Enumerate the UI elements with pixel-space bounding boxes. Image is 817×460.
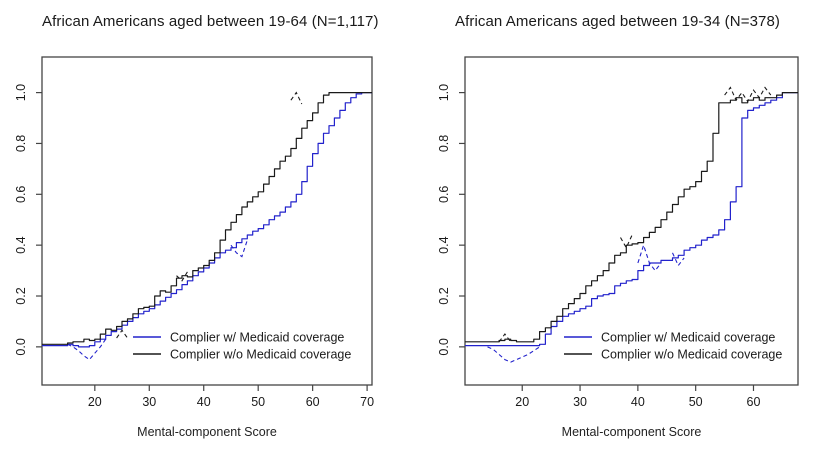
series-dashed-segment-1	[176, 271, 188, 282]
y-tick-label: 0.2	[14, 287, 28, 304]
plot-border	[464, 56, 799, 386]
chart-title-left: African Americans aged between 19-64 (N=…	[42, 13, 379, 30]
series-line-0	[465, 92, 798, 347]
series-dashed-segment-1	[498, 333, 512, 343]
legend: Complier w/ Medicaid coverage Complier w/…	[564, 331, 782, 362]
series-dashed-segment-0	[637, 243, 662, 272]
x-tick-label: 30	[142, 395, 156, 409]
series-dashed-segment-0	[67, 338, 107, 361]
x-tick-label: 60	[306, 395, 320, 409]
y-tick-label: 0.6	[437, 186, 451, 203]
x-tick-label: 60	[747, 395, 761, 409]
series-line-1	[42, 92, 372, 345]
chart-title-right: African Americans aged between 19-34 (N=…	[454, 13, 780, 30]
series-line-0	[42, 92, 372, 348]
series-line-1	[465, 92, 798, 343]
plot-border	[41, 56, 373, 386]
y-tick-label: 0.4	[14, 236, 28, 253]
series-dashed-segment-0	[230, 239, 248, 258]
y-axis: 0.0 0.2 0.4 0.6 0.8 1.0	[14, 84, 42, 356]
y-axis: 0.0 0.2 0.4 0.6 0.8 1.0	[437, 84, 465, 356]
legend-label: Complier w/ Medicaid coverage	[601, 331, 775, 345]
y-tick-label: 0.6	[14, 186, 28, 203]
panel-left: African Americans aged between 19-64 (N=…	[0, 0, 408, 460]
x-axis-label-right: Mental-component Score	[561, 425, 702, 439]
legend-label: Complier w/o Medicaid coverage	[170, 348, 351, 362]
x-axis: 20 30 40 50 60 70	[88, 385, 374, 409]
y-tick-label: 0.8	[14, 135, 28, 152]
y-tick-label: 1.0	[14, 84, 28, 101]
legend: Complier w/ Medicaid coverage Complier w/…	[133, 331, 351, 362]
series-dashed-segment-1	[620, 234, 633, 249]
x-tick-label: 20	[88, 395, 102, 409]
x-tick-label: 40	[631, 395, 645, 409]
series-dashed-segment-0	[487, 346, 540, 363]
legend-label: Complier w/o Medicaid coverage	[601, 348, 782, 362]
x-tick-label: 50	[251, 395, 265, 409]
x-tick-label: 30	[573, 395, 587, 409]
series-dashed-segment-1	[290, 91, 303, 105]
x-tick-label: 20	[515, 395, 529, 409]
x-axis: 20 30 40 50 60	[515, 385, 760, 409]
x-axis-label-left: Mental-component Score	[137, 425, 277, 439]
y-tick-label: 0.2	[437, 287, 451, 304]
right-plot-canvas: 20 30 40 50 60 0.0 0.2 0.4 0.6 0.8 1.0 Complier w/ …	[437, 56, 799, 409]
y-tick-label: 0.8	[437, 135, 451, 152]
y-tick-label: 0.4	[437, 236, 451, 253]
legend-label: Complier w/ Medicaid coverage	[170, 331, 344, 345]
panel-right: African Americans aged between 19-34 (N=…	[409, 0, 817, 460]
x-tick-label: 50	[689, 395, 703, 409]
y-tick-label: 0.0	[437, 338, 451, 355]
y-tick-label: 1.0	[437, 84, 451, 101]
x-tick-label: 70	[360, 395, 374, 409]
x-tick-label: 40	[197, 395, 211, 409]
series-dashed-segment-1	[116, 329, 128, 339]
y-tick-label: 0.0	[14, 338, 28, 355]
left-plot-canvas: 20 30 40 50 60 70 0.0 0.2 0.4 0.6 0.8 1.0 Complier w…	[14, 56, 374, 409]
series-dashed-segment-1	[724, 86, 772, 103]
